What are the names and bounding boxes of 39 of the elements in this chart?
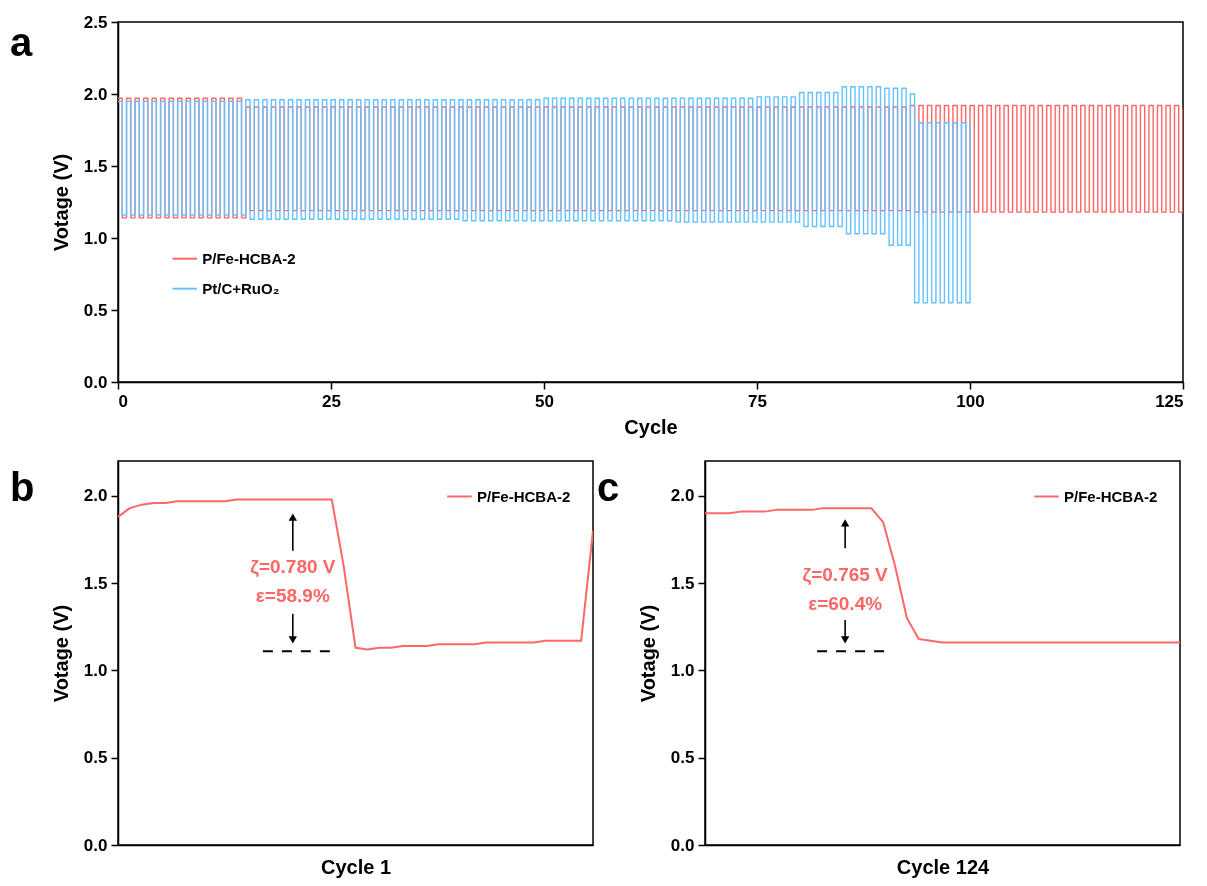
y-tick-label: 2.0 [83, 486, 108, 506]
y-tick-label: 1.0 [83, 228, 108, 248]
x-tick-label: 75 [748, 391, 767, 411]
x-axis-title: Cycle 124 [896, 855, 991, 878]
annotation: ζ=0.765 V [802, 564, 889, 587]
legend-label: P/Fe-HCBA-2 [202, 249, 296, 267]
legend-label: P/Fe-HCBA-2 [1064, 487, 1158, 505]
x-tick-label: 50 [535, 391, 554, 411]
chart-title: c [597, 465, 620, 509]
annotation: ε=60.4% [808, 593, 883, 615]
y-tick-label: 0.5 [670, 748, 695, 768]
y-tick-label: 2.0 [83, 84, 108, 104]
x-axis-title: Cycle 1 [320, 855, 392, 878]
chart-title: b [10, 465, 35, 509]
y-axis-title: Votage (V) [49, 604, 72, 703]
annotation: ε=58.9% [255, 584, 330, 606]
y-axis-title: Votage (V) [636, 604, 659, 703]
y-tick-label: 0.5 [83, 748, 108, 768]
y-tick-label: 0.0 [83, 835, 108, 855]
legend-label: P/Fe-HCBA-2 [477, 487, 571, 505]
y-tick-label: 1.5 [83, 573, 108, 593]
y-tick-label: 1.0 [83, 660, 108, 680]
x-tick-label: 125 [1155, 391, 1184, 411]
y-tick-label: 0.5 [83, 300, 108, 320]
y-tick-label: 0.0 [83, 372, 108, 392]
y-tick-label: 0.0 [670, 835, 695, 855]
annotation: ζ=0.780 V [250, 555, 336, 578]
y-tick-label: 1.5 [670, 573, 695, 593]
y-tick-label: 2.5 [83, 12, 108, 32]
y-axis-title: Votage (V) [49, 153, 72, 252]
x-axis-title: Cycle [624, 415, 678, 438]
x-tick-label: 25 [322, 391, 341, 411]
x-tick-label: 0 [118, 391, 128, 411]
y-tick-label: 1.5 [83, 156, 108, 176]
x-tick-label: 100 [956, 391, 985, 411]
y-tick-label: 2.0 [670, 486, 695, 506]
chart-title: a [10, 20, 33, 64]
y-tick-label: 1.0 [670, 660, 695, 680]
legend-label: Pt/C+RuO₂ [202, 279, 280, 297]
